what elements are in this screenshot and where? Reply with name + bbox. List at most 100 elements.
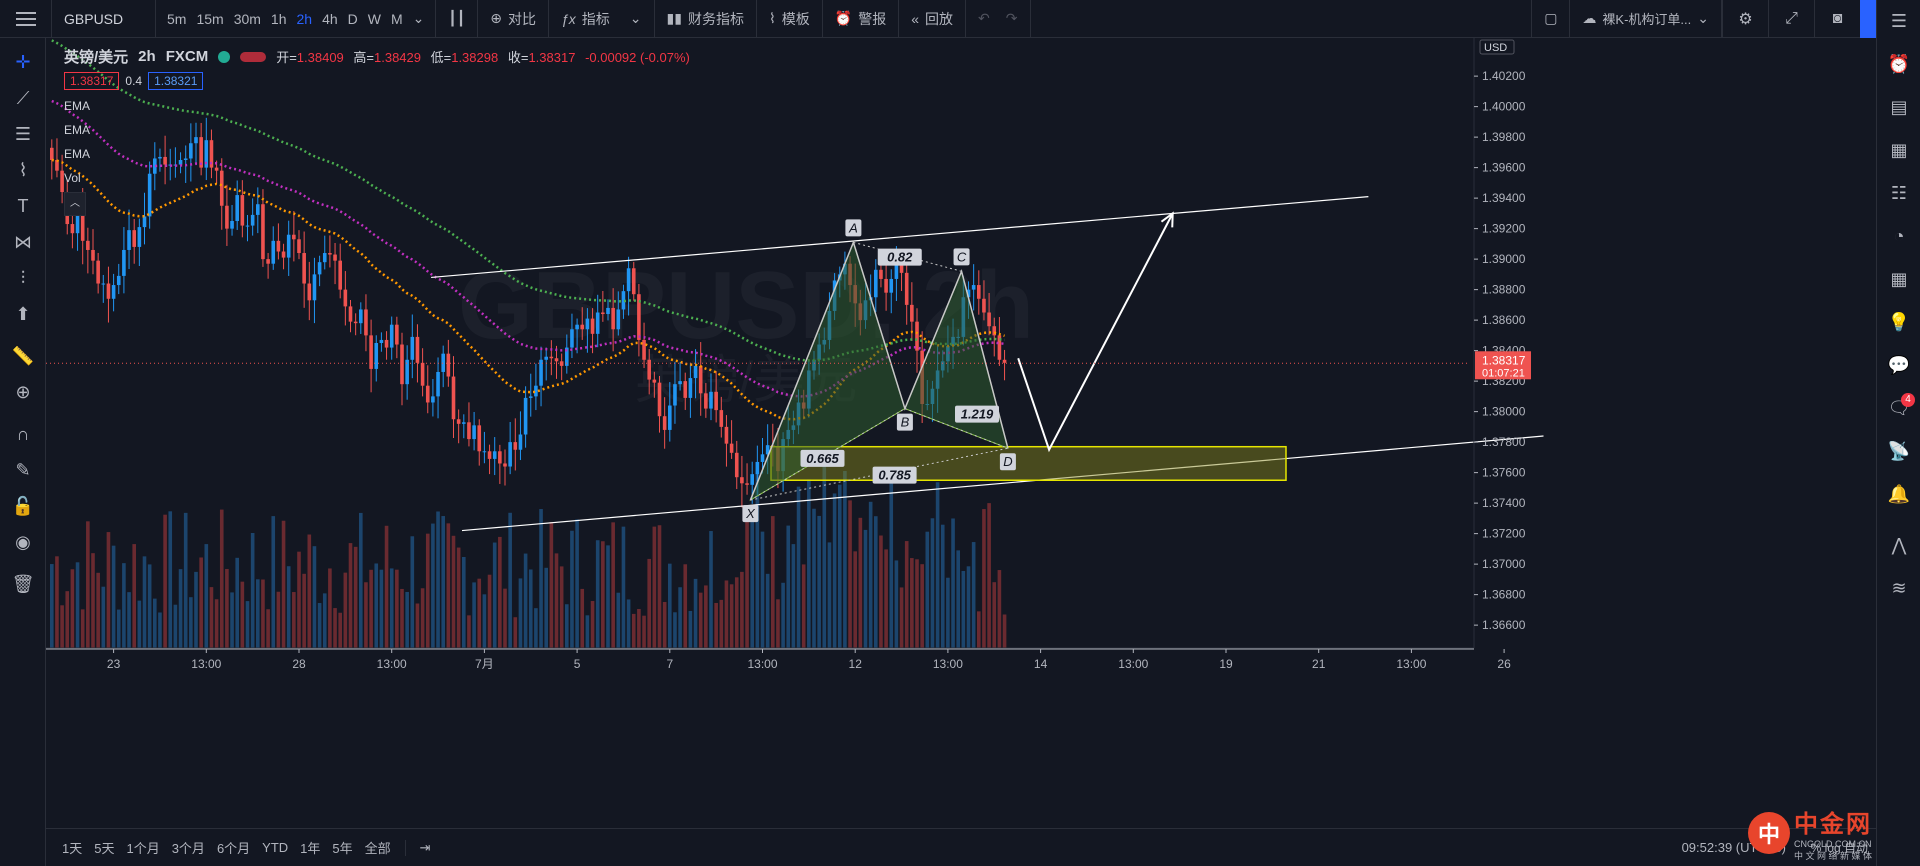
collapse-legend-icon[interactable]: ︿ bbox=[64, 192, 86, 216]
arrow-up-icon[interactable]: ⬆ bbox=[15, 303, 31, 324]
volume-bar bbox=[616, 592, 621, 648]
messages-icon[interactable]: 🗨 4 bbox=[1877, 387, 1920, 430]
interval-4h[interactable]: 4h bbox=[322, 10, 338, 27]
volume-bar bbox=[595, 540, 600, 648]
goto-date-icon[interactable]: ⇥ bbox=[404, 839, 437, 856]
trash-icon[interactable]: 🗑 bbox=[11, 573, 35, 594]
prediction-icon[interactable]: ⫶ bbox=[20, 267, 26, 288]
calendar-icon[interactable]: ▦ bbox=[1890, 269, 1908, 289]
range-all[interactable]: 全部 bbox=[364, 841, 391, 856]
interval-d[interactable]: D bbox=[347, 10, 358, 27]
candle-body bbox=[235, 195, 239, 221]
candle-body bbox=[456, 419, 461, 424]
eye-icon[interactable]: ◉ bbox=[15, 531, 31, 552]
range-5d[interactable]: 5天 bbox=[94, 841, 115, 856]
interval-m[interactable]: M bbox=[391, 10, 403, 27]
compare-button[interactable]: ⊕ 对比 bbox=[478, 0, 549, 38]
interval-2h[interactable]: 2h bbox=[296, 10, 313, 27]
candle-body bbox=[621, 291, 626, 310]
indicator-ema-1[interactable]: EMA bbox=[64, 99, 91, 113]
snapshot-button[interactable]: ◙ bbox=[1814, 0, 1860, 38]
interval-15m[interactable]: 15m bbox=[196, 10, 224, 27]
redo-icon[interactable]: ↷ bbox=[1005, 10, 1018, 26]
pattern-icon[interactable]: ⌇ bbox=[18, 159, 28, 180]
volume-bar bbox=[626, 599, 631, 648]
range-1d[interactable]: 1天 bbox=[62, 841, 83, 856]
data-window-icon[interactable]: ▦ bbox=[1890, 140, 1908, 160]
pencil-lock-icon[interactable]: ✎ bbox=[15, 459, 31, 480]
magnet-icon[interactable]: ∩ bbox=[16, 423, 30, 444]
alarm-clock-icon[interactable]: ⏰ bbox=[1887, 54, 1911, 74]
volume-bar bbox=[436, 511, 440, 648]
alert-button[interactable]: ⏰ 警报 bbox=[823, 0, 900, 38]
range-3m[interactable]: 3个月 bbox=[171, 841, 205, 856]
crosshair-icon[interactable]: ✛ bbox=[15, 51, 31, 72]
volume-bar bbox=[189, 597, 193, 648]
price-tick-label: 1.37200 bbox=[1482, 527, 1526, 541]
interval-1h[interactable]: 1h bbox=[270, 10, 287, 27]
buy-price[interactable]: 1.38321 bbox=[148, 72, 204, 90]
candle-body bbox=[163, 156, 167, 165]
chart-canvas[interactable]: GBPUSD, 2h英镑/美元XABCD0.821.2190.6650.7851… bbox=[46, 38, 1876, 828]
interval-w[interactable]: W bbox=[367, 10, 381, 27]
ruler-icon[interactable]: 📏 bbox=[11, 345, 35, 366]
settings-button[interactable]: ⚙ bbox=[1722, 0, 1768, 38]
range-5y[interactable]: 5年 bbox=[332, 841, 353, 856]
undo-icon[interactable]: ↶ bbox=[978, 10, 990, 26]
candle-body bbox=[657, 382, 662, 417]
templates-button[interactable]: ⌇ 模板 bbox=[757, 0, 823, 38]
bell-icon[interactable]: 🔔 bbox=[1887, 484, 1911, 504]
scale-options[interactable]: % log 自动 bbox=[1810, 841, 1868, 855]
xabcd-pattern-icon[interactable]: ⋈ bbox=[14, 231, 32, 252]
text-icon[interactable]: T bbox=[17, 195, 29, 216]
lock-icon[interactable]: 🔓 bbox=[11, 495, 35, 516]
logo-mark: 中 bbox=[1747, 812, 1790, 854]
range-1m[interactable]: 1个月 bbox=[126, 841, 160, 856]
symbol-search[interactable]: GBPUSD bbox=[52, 0, 156, 38]
trend-line-icon[interactable]: ⟋ bbox=[16, 87, 30, 108]
fullscreen-toggle[interactable]: ▢ bbox=[1531, 0, 1571, 38]
layout-selector[interactable]: ☁ 裸K-机构订单... ⌄ bbox=[1570, 0, 1722, 38]
indicators-button[interactable]: ƒx 指标 ⌄ bbox=[549, 0, 655, 38]
replay-button[interactable]: « 回放 bbox=[899, 0, 967, 38]
sell-price[interactable]: 1.38317 bbox=[64, 72, 120, 90]
candle-body bbox=[240, 195, 245, 226]
pattern-point-d: D bbox=[1003, 454, 1012, 469]
ideas-icon[interactable]: 💡 bbox=[1887, 312, 1911, 332]
expand-button[interactable]: ⤢ bbox=[1768, 0, 1814, 38]
eye-toggle-icon[interactable] bbox=[240, 51, 267, 62]
logo-name: 中金网 bbox=[1793, 811, 1872, 838]
volume-bar bbox=[297, 551, 301, 648]
compare-label: 对比 bbox=[508, 10, 536, 27]
chart-type-button[interactable]: ┃┃ bbox=[436, 0, 479, 38]
volume-bar bbox=[523, 553, 528, 648]
volume-bar bbox=[971, 542, 976, 648]
candle-body bbox=[245, 225, 250, 227]
price-chart[interactable]: GBPUSD, 2h 英镑/美元 X A B C D 0.82 1.219 0.665 0.785 1… bbox=[46, 38, 1876, 828]
zoom-icon[interactable]: ⊕ bbox=[15, 381, 31, 402]
candle-body bbox=[982, 298, 986, 313]
interval-5m[interactable]: 5m bbox=[167, 10, 187, 27]
details-icon[interactable]: ☷ bbox=[1890, 183, 1908, 203]
indicator-ema-2[interactable]: EMA bbox=[64, 123, 91, 137]
interval-30m[interactable]: 30m bbox=[233, 10, 261, 27]
range-1y[interactable]: 1年 bbox=[300, 841, 321, 856]
chat-icon[interactable]: 💬 bbox=[1887, 355, 1911, 375]
broadcast-icon[interactable]: 📡 bbox=[1887, 441, 1911, 461]
range-6m[interactable]: 6个月 bbox=[216, 841, 251, 856]
indicator-vol[interactable]: Vol bbox=[64, 171, 81, 185]
watchlist-icon[interactable]: ☰ bbox=[1890, 11, 1908, 31]
menu-button[interactable] bbox=[0, 0, 52, 38]
volume-bar bbox=[359, 512, 363, 648]
financials-button[interactable]: ▮▮ 财务指标 bbox=[655, 0, 757, 38]
layers-icon[interactable]: ≋ bbox=[1891, 578, 1907, 598]
volume-bar bbox=[50, 564, 54, 648]
news-icon[interactable]: ▤ bbox=[1890, 97, 1908, 117]
chevron-down-icon[interactable]: ⌄ bbox=[412, 10, 425, 26]
range-ytd[interactable]: YTD bbox=[262, 840, 289, 855]
indicator-ema-3[interactable]: EMA bbox=[64, 147, 91, 161]
chart-trend-icon[interactable]: ⋀ bbox=[1891, 535, 1907, 555]
hotlist-icon[interactable]: ◔ bbox=[1893, 226, 1905, 246]
horizontal-lines-icon[interactable]: ☰ bbox=[14, 123, 32, 144]
volume-bar bbox=[590, 601, 595, 648]
